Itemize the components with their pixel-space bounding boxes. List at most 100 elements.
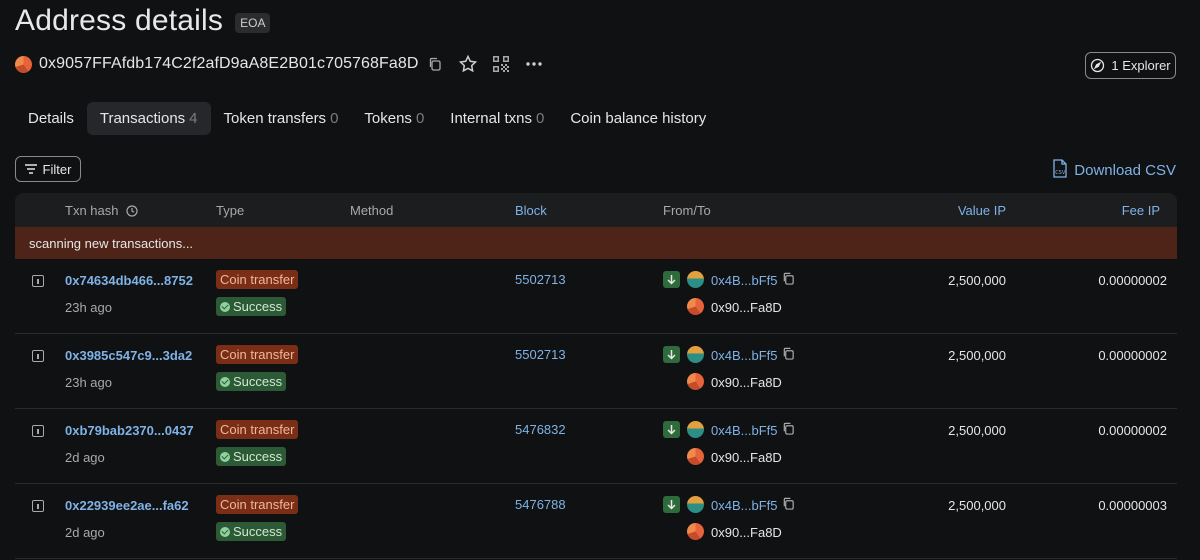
clock-icon[interactable] [126,205,138,220]
from-avatar [687,421,704,438]
to-avatar [687,298,704,315]
transactions-table: Txn hash Type Method Block From/To Value… [15,193,1177,559]
arrow-down-icon [663,346,680,363]
txn-fee: 0.00000003 [1098,498,1167,513]
header-block[interactable]: Block [515,203,547,218]
header-from-to: From/To [663,203,711,218]
from-avatar [687,496,704,513]
arrow-down-icon [663,421,680,438]
tab-count: 0 [536,110,545,127]
status-badge: Success [216,522,287,541]
explorer-button[interactable]: 1 Explorer [1085,52,1176,79]
tab-count: 0 [330,110,339,127]
table-row: 0x74634db466...8752 23h ago Coin transfe… [15,259,1177,334]
status-badge: Success [216,372,287,391]
copy-icon[interactable] [782,497,795,510]
filter-label: Filter [42,161,72,177]
filter-icon [24,162,37,177]
check-icon [220,526,230,537]
header-value[interactable]: Value IP [957,203,1006,218]
txn-value: 2,500,000 [948,273,1006,288]
tab-count: 0 [415,110,425,127]
check-icon [220,376,230,387]
txn-hash-link[interactable]: 0x22939ee2ae...fa62 [65,498,189,513]
from-address-link[interactable]: 0x4B...bFf5 [711,498,778,513]
header-fee[interactable]: Fee IP [1121,203,1160,218]
txn-age: 2d ago [65,525,105,540]
info-icon[interactable] [32,425,44,437]
txn-value: 2,500,000 [948,348,1006,363]
to-address: 0x90...Fa8D [711,525,782,540]
table-row: 0xb79bab2370...0437 2d ago Coin transfer… [15,409,1177,484]
from-address-link[interactable]: 0x4B...bFf5 [711,348,778,363]
tab-bar: Details Transactions 4 Token transfers 0 T… [15,102,719,135]
more-icon[interactable] [523,53,545,75]
info-icon[interactable] [32,275,44,287]
tab-coin-balance-history[interactable]: Coin balance history [570,110,707,127]
type-badge: Coin transfer [216,420,299,439]
to-address: 0x90...Fa8D [711,300,782,315]
compass-icon [1090,58,1105,73]
arrow-down-icon [663,271,680,288]
download-csv-label: Download CSV [1074,162,1176,179]
block-link[interactable]: 5502713 [515,272,566,287]
to-address: 0x90...Fa8D [711,375,782,390]
txn-hash-link[interactable]: 0x3985c547c9...3da2 [65,348,193,363]
from-avatar [687,346,704,363]
eoa-badge: EOA [235,13,271,33]
info-icon[interactable] [32,500,44,512]
txn-age: 23h ago [65,300,112,315]
page-header: Address details EOA [15,4,271,38]
copy-icon[interactable] [427,56,443,72]
tab-count: 4 [189,110,198,127]
address-avatar [15,55,32,73]
explorer-label: 1 Explorer [1111,58,1171,73]
status-badge: Success [216,447,287,466]
tab-token-transfers[interactable]: Token transfers 0 [223,110,339,127]
tab-tokens[interactable]: Tokens 0 [364,110,425,127]
from-address-link[interactable]: 0x4B...bFf5 [711,273,778,288]
status-badge: Success [216,297,287,316]
address-row: 0x9057FFAfdb174C2f2afD9aA8E2B01c705768Fa… [15,53,545,75]
block-link[interactable]: 5476788 [515,497,566,512]
copy-icon[interactable] [782,347,795,360]
type-badge: Coin transfer [216,495,299,514]
to-address: 0x90...Fa8D [711,450,782,465]
info-icon[interactable] [32,350,44,362]
scanning-banner: scanning new transactions... [15,227,1177,259]
txn-value: 2,500,000 [948,498,1006,513]
filter-button[interactable]: Filter [15,156,81,182]
to-avatar [687,373,704,390]
tab-details[interactable]: Details [28,110,74,127]
qr-code-icon[interactable] [491,54,511,74]
type-badge: Coin transfer [216,270,299,289]
star-icon[interactable] [457,53,479,75]
check-icon [220,301,230,312]
table-row: 0x22939ee2ae...fa62 2d ago Coin transfer… [15,484,1177,559]
txn-age: 2d ago [65,450,105,465]
block-link[interactable]: 5476832 [515,422,566,437]
header-txn-hash: Txn hash [65,203,138,220]
to-avatar [687,523,704,540]
header-type: Type [216,203,245,218]
txn-fee: 0.00000002 [1098,423,1167,438]
svg-text:CSV: CSV [1055,170,1066,176]
txn-hash-link[interactable]: 0x74634db466...8752 [65,273,193,288]
txn-hash-link[interactable]: 0xb79bab2370...0437 [65,423,194,438]
csv-file-icon: CSV [1052,159,1068,182]
to-avatar [687,448,704,465]
download-csv-link[interactable]: CSV Download CSV [1052,159,1176,182]
block-link[interactable]: 5502713 [515,347,566,362]
from-address-link[interactable]: 0x4B...bFf5 [711,423,778,438]
table-row: 0x3985c547c9...3da2 23h ago Coin transfe… [15,334,1177,409]
tab-transactions[interactable]: Transactions 4 [86,102,211,135]
copy-icon[interactable] [782,422,795,435]
copy-icon[interactable] [782,272,795,285]
table-header: Txn hash Type Method Block From/To Value… [15,193,1177,227]
txn-age: 23h ago [65,375,112,390]
from-avatar [687,271,704,288]
txn-value: 2,500,000 [948,423,1006,438]
page-title: Address details [15,4,224,37]
type-badge: Coin transfer [216,345,299,364]
tab-internal-txns[interactable]: Internal txns 0 [450,110,545,127]
